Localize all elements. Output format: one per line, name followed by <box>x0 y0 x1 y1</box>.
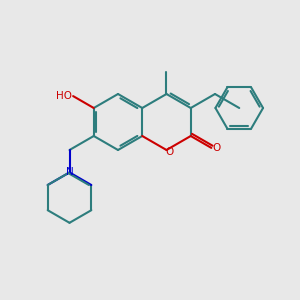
Text: HO: HO <box>56 91 72 101</box>
Text: O: O <box>212 143 220 153</box>
Text: N: N <box>66 167 74 177</box>
Text: O: O <box>165 147 174 157</box>
